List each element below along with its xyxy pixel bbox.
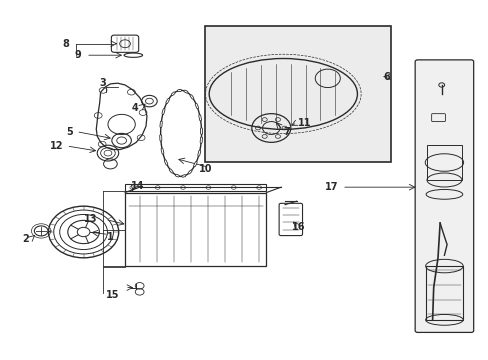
Text: 15: 15 <box>105 291 119 301</box>
Text: 14: 14 <box>131 181 144 191</box>
Text: 6: 6 <box>383 72 389 82</box>
Text: 9: 9 <box>74 50 81 60</box>
Bar <box>425 266 462 320</box>
Text: 13: 13 <box>83 215 97 224</box>
Text: 12: 12 <box>49 141 63 151</box>
Text: 5: 5 <box>66 127 73 136</box>
Text: 2: 2 <box>22 234 29 244</box>
FancyBboxPatch shape <box>414 60 473 332</box>
Bar <box>426 145 461 180</box>
Text: 8: 8 <box>62 39 69 49</box>
Text: 7: 7 <box>283 127 290 136</box>
Text: 16: 16 <box>292 222 305 231</box>
Text: 3: 3 <box>100 78 106 88</box>
Text: 1: 1 <box>107 232 114 242</box>
Text: 4: 4 <box>131 103 138 113</box>
Bar <box>205 26 390 162</box>
Text: 17: 17 <box>324 182 337 192</box>
Text: 11: 11 <box>298 118 311 128</box>
Text: 10: 10 <box>199 164 212 174</box>
Bar <box>125 193 266 266</box>
Bar <box>125 184 266 192</box>
